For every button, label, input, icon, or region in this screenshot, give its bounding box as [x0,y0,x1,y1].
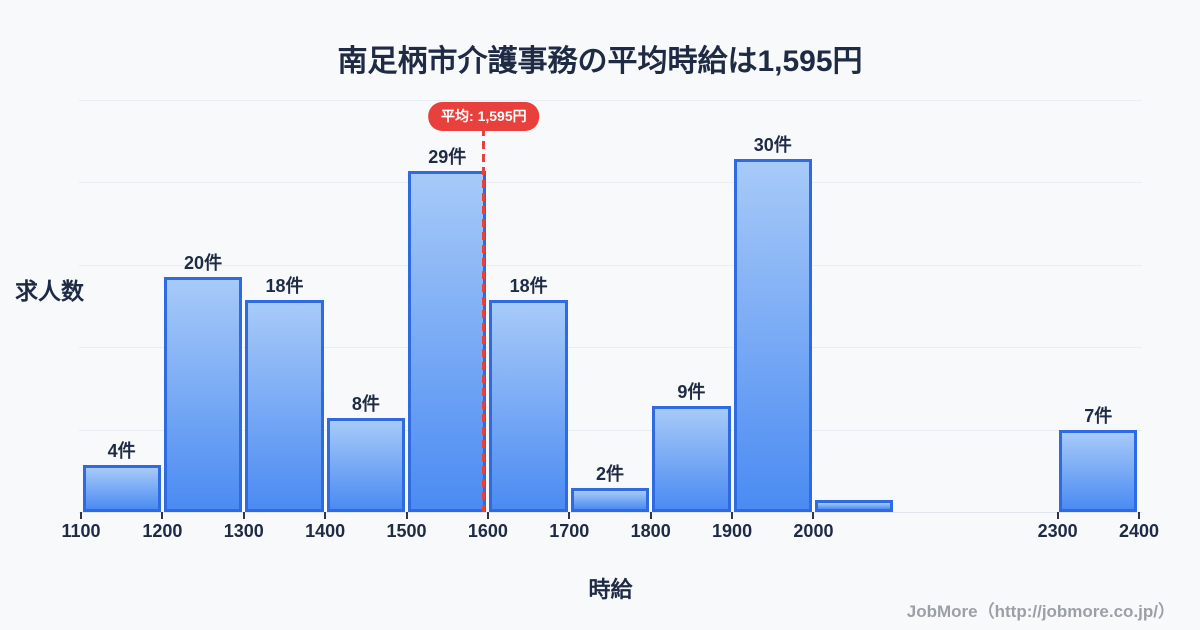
x-tick-label: 1900 [712,521,753,541]
x-tick-label: 1800 [630,521,671,541]
x-tick-label: 2000 [793,521,834,541]
bar-value-label: 18件 [265,276,304,297]
y-axis-label: 求人数 [15,278,84,304]
x-tick-label: 1500 [386,521,427,541]
gridline [79,347,1142,349]
bar-value-label: 9件 [677,382,706,403]
x-tick-label: 1100 [61,521,101,541]
gridline [79,264,1142,266]
bar-value-label: 8件 [351,393,380,414]
bar-value-label: 2件 [595,464,624,485]
histogram-bar [570,488,650,512]
x-axis-label: 時給 [588,577,633,602]
histogram-bar [1059,429,1138,512]
x-tick-mark [1138,512,1140,519]
x-tick-mark [1056,512,1059,519]
x-tick-mark [405,512,408,519]
x-tick-mark [649,512,652,519]
x-tick-label: 2400 [1118,521,1160,541]
bar-value-label: 29件 [428,146,467,167]
x-tick-mark [161,512,164,519]
bar-value-label: 7件 [1084,405,1113,426]
x-tick-mark [242,512,245,519]
x-tick-mark [568,512,571,519]
average-line [482,128,486,512]
x-tick-label: 1300 [223,521,264,541]
x-tick-label: 1700 [549,521,590,541]
histogram-bar [326,417,406,512]
footer-credit: JobMore（http://jobmore.co.jp/） [906,602,1175,621]
x-tick-label: 1400 [305,521,346,541]
x-axis-line [79,512,1142,513]
histogram-bar [489,300,568,512]
page-title: 南足柄市介護事務の平均時給は1,595円 [337,45,863,78]
histogram-bar [652,406,731,512]
gridline [79,182,1142,184]
x-tick-mark [812,512,815,519]
bar-value-label: 4件 [107,440,136,461]
bar-value-label: 20件 [184,252,223,273]
x-tick-label: 1600 [467,521,508,541]
x-tick-mark [80,512,82,519]
histogram-bar [82,464,161,512]
x-tick-label: 1200 [142,521,183,541]
x-tick-label: 2300 [1037,521,1078,541]
histogram-bar [245,300,324,512]
histogram-bar [733,158,812,512]
bar-value-label: 18件 [509,276,548,297]
x-tick-mark [731,512,734,519]
bar-value-label: 30件 [753,134,792,155]
gridline [79,429,1142,431]
gridline [79,100,1142,101]
x-tick-mark [486,512,489,519]
histogram-bar [814,500,894,512]
x-tick-mark [324,512,327,519]
average-badge: 平均: 1,595円 [428,102,540,131]
histogram-bar [163,276,243,512]
histogram-bar [408,170,487,512]
